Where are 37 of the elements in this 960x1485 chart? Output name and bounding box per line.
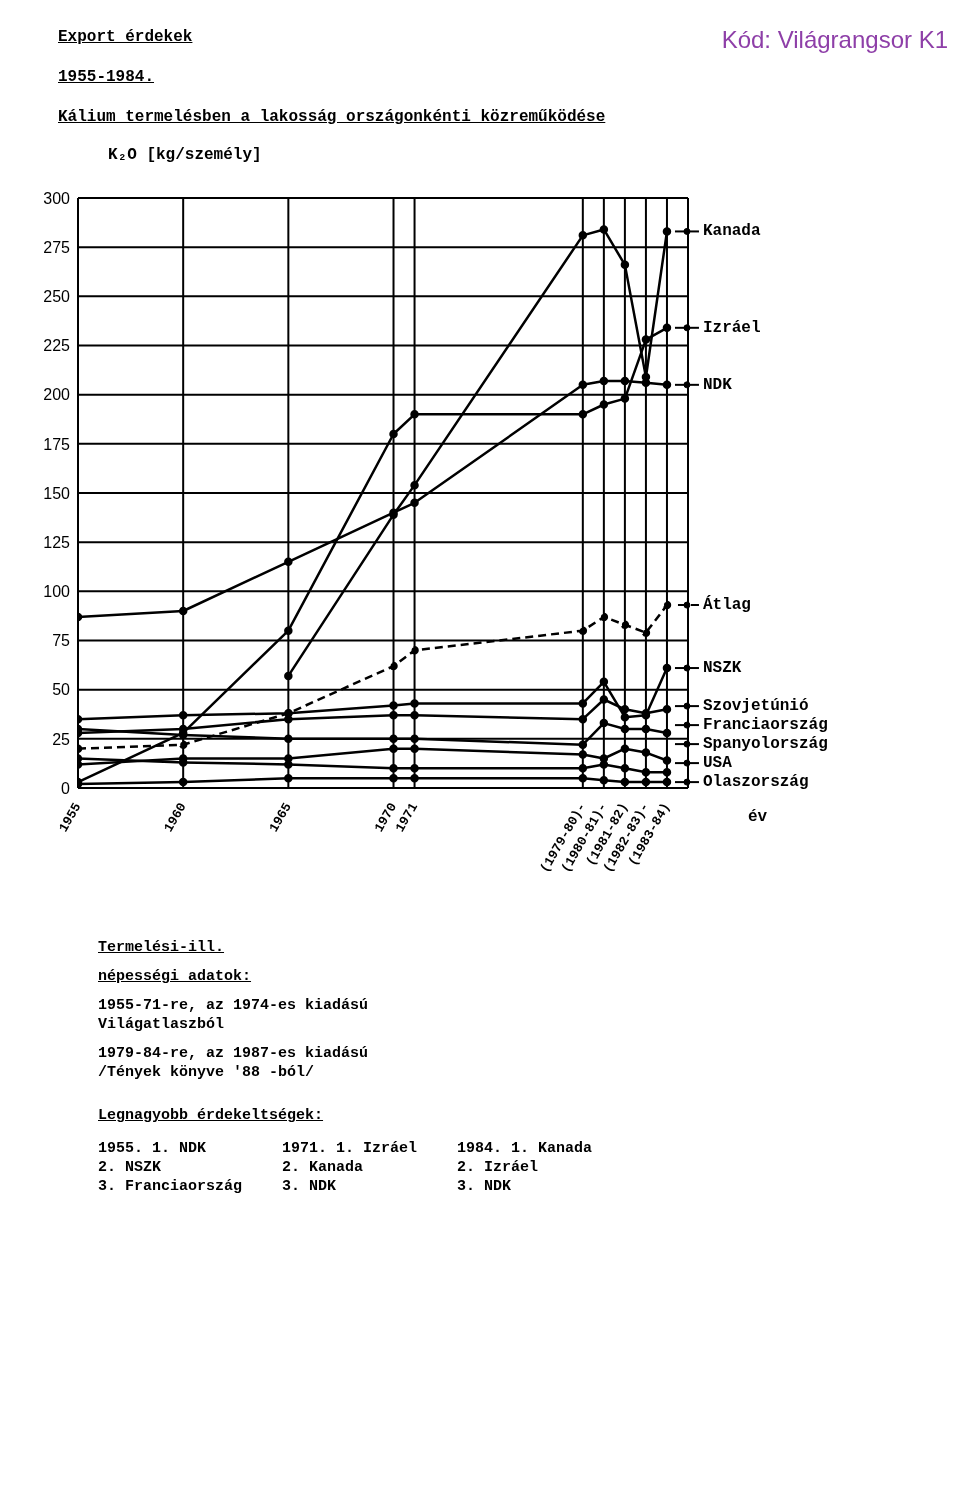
y-tick-label: 200	[43, 386, 71, 404]
text: Legnagyobb érdekeltségek:	[98, 1106, 325, 1125]
text: Kód: Világrangsor K1	[721, 26, 948, 54]
legend-label: Franciaország	[702, 715, 828, 736]
text: 1955-71-re, az 1974-es kiadású Világatlaszból	[98, 996, 370, 1034]
y-tick-label: 100	[43, 583, 71, 601]
x-axis-title: év	[748, 808, 768, 826]
y-tick-label: 0	[61, 779, 71, 797]
y-tick-label: 150	[43, 484, 71, 502]
chart-subtitle: 1955-1984.	[58, 68, 155, 86]
legend-label: Átlag	[702, 595, 751, 616]
legend-label: Izráel	[702, 317, 761, 338]
y-axis-title: K₂O [kg/személy]	[108, 146, 262, 164]
y-tick-label: 125	[43, 533, 71, 551]
y-tick-label: 250	[43, 288, 71, 306]
text: 1979-84-re, az 1987-es kiadású /Tények könyve '88 -ból/	[98, 1044, 370, 1082]
chart-title: Export érdekek	[58, 28, 193, 46]
legend-label: Kanada	[702, 221, 761, 242]
y-tick-label: 300	[43, 189, 71, 207]
text: Kálium termelésben a lakosság országonkénti közreműködése	[58, 108, 606, 126]
y-tick-label: 175	[43, 435, 71, 453]
legend-label: NSZK	[702, 658, 742, 679]
y-tick-label: 50	[52, 681, 71, 699]
text: 1984. 1. Kanada 2. Izráel 3. NDK	[457, 1139, 593, 1196]
text: Termelési-ill.	[98, 938, 226, 957]
text: 1955. 1. NDK 2. NSZK 3. Franciaország	[98, 1139, 243, 1196]
legend-label: Spanyolország	[702, 734, 828, 755]
text: 1971. 1. Izráel 2. Kanada 3. NDK	[282, 1139, 418, 1196]
legend-label: NDK	[702, 374, 732, 395]
legend-label: USA	[702, 753, 732, 774]
legend-label: Olaszország	[702, 772, 809, 793]
y-tick-label: 225	[43, 337, 71, 355]
y-tick-label: 275	[43, 238, 71, 256]
text: népességi adatok:	[98, 967, 253, 986]
y-tick-label: 25	[52, 730, 71, 748]
legend-label: Szovjetúnió	[702, 696, 809, 717]
y-tick-label: 75	[52, 632, 71, 650]
